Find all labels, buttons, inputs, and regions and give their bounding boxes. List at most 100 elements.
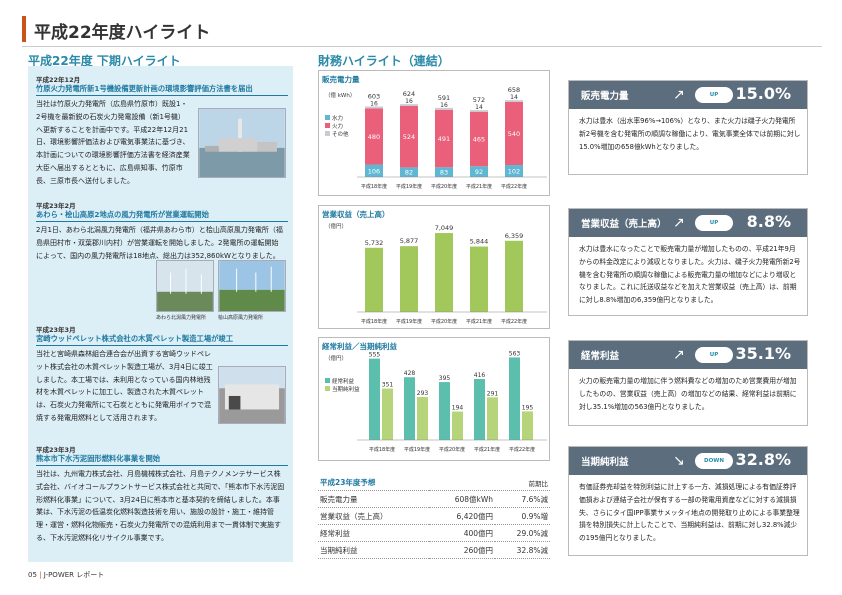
data-label: 416: [474, 372, 486, 379]
data-label: 5,877: [400, 237, 419, 245]
highlight-percent: 8.8%: [746, 212, 791, 231]
footer-separator: |: [39, 571, 42, 579]
data-label: 491: [438, 135, 450, 143]
data-label: 465: [473, 135, 485, 143]
data-label: 16: [440, 102, 448, 109]
page-number: 05: [28, 571, 37, 579]
data-label: 195: [522, 404, 534, 411]
chart-electricity-sales: 販売電力量 （億 kWh） 106 480 16 603 平成18年度 82 524 16 62…: [318, 70, 550, 196]
legend-swatch: [325, 115, 330, 120]
forecast-label: 営業収益（売上高）: [318, 507, 430, 525]
data-label: 293: [417, 390, 429, 397]
highlight-percent: 32.8%: [735, 450, 791, 469]
bar-segment: [435, 109, 453, 168]
forecast-change: 32.8%減: [495, 541, 550, 559]
chart-unit: （億 kWh）: [325, 93, 356, 99]
legend-label: 経常利益: [332, 377, 355, 385]
legend-swatch: [325, 123, 330, 128]
news-body: 当社と宮崎県森林組合連合会が出資する宮崎ウッドペレット株式会社の木質ペレット製造…: [36, 350, 213, 422]
legend-label: 当期純利益: [332, 385, 360, 393]
data-label: 82: [405, 169, 413, 177]
title-divider: [22, 46, 822, 47]
highlight-label: 営業収益（売上高）: [581, 219, 667, 230]
news-item: 平成23年3月 熊本市下水汚泥固形燃料化事業を開始 当社は、九州電力株式会社、月…: [36, 444, 288, 545]
data-label: 14: [510, 94, 518, 101]
x-tick-label: 平成18年度: [369, 446, 395, 453]
data-label: 14: [475, 104, 483, 111]
forecast-label: 経常利益: [318, 524, 430, 542]
x-tick-label: 平成22年度: [509, 446, 535, 453]
arrow-down-icon: ↘: [673, 453, 685, 469]
x-tick-label: 平成20年度: [431, 183, 457, 190]
pellet-factory-photo: [218, 366, 286, 424]
bar: [369, 358, 380, 440]
legend-swatch: [325, 131, 330, 136]
highlight-body: 水力は豊水（出水率96%→106%）となり、また火力は磯子火力発電所新2号機を含…: [579, 117, 801, 151]
bar-segment: [435, 167, 453, 177]
bar: [452, 411, 463, 440]
data-label: 106: [368, 167, 380, 175]
data-label: 16: [370, 100, 378, 107]
total-label: 658: [508, 86, 520, 94]
bar: [382, 388, 393, 440]
forecast-row: 経常利益 400億円 29.0%減: [318, 524, 550, 542]
chart-unit: （億円）: [325, 224, 348, 230]
news-item: 平成22年12月 竹原火力発電所新1号機設備更新計画の環境影響評価方法書を届出 …: [36, 74, 288, 188]
forecast-change: 7.6%減: [495, 490, 550, 508]
bar: [522, 411, 533, 440]
forecast-value: 260億円: [429, 541, 496, 559]
data-label: 5,844: [470, 238, 489, 246]
page-footer: 05 | J-POWER レポート: [28, 570, 104, 580]
data-label: 92: [475, 168, 483, 176]
bar: [505, 240, 523, 312]
highlight-percent: 15.0%: [735, 84, 791, 103]
bar: [439, 382, 450, 440]
chart-canvas: 555 351 平成18年度 428 293 平成19年度 395 194 平成20年度 416 2…: [325, 350, 547, 453]
news-headline: 熊本市下水汚泥固形燃料化事業を開始: [36, 454, 288, 466]
total-label: 624: [403, 90, 415, 98]
highlight-electricity-sales: 販売電力量 ↗ UP 15.0% 水力は豊水（出水率96%→106%）となり、ま…: [568, 80, 808, 175]
finance-heading: 財務ハイライト（連結）: [318, 54, 450, 68]
news-date: 平成22年12月: [36, 76, 81, 84]
data-label: 395: [439, 375, 451, 382]
bar-segment: [505, 165, 523, 177]
legend-label: 火力: [332, 122, 343, 130]
bar-segment: [400, 167, 418, 177]
data-label: 555: [369, 352, 381, 359]
wind-farm-photo-hiyama: [218, 260, 286, 312]
bar: [470, 246, 488, 312]
arrow-up-icon: ↗: [673, 215, 685, 231]
page-title: 平成22年度ハイライト: [34, 23, 211, 43]
forecast-value: 6,420億円: [429, 507, 496, 525]
data-label: 480: [368, 133, 380, 141]
highlight-label: 当期純利益: [581, 457, 629, 468]
highlight-ordinary-income: 経常利益 ↗ UP 35.1% 火力の販売電力量の増加に伴う燃料費などの増加のた…: [568, 340, 808, 426]
bar-segment: [365, 108, 383, 165]
arrow-up-icon: ↗: [673, 347, 685, 363]
chart-title: 営業収益（売上高）: [322, 210, 390, 219]
news-date: 平成23年3月: [36, 446, 76, 454]
x-tick-label: 平成21年度: [474, 446, 500, 453]
highlight-revenue: 営業収益（売上高） ↗ UP 8.8% 水力は豊水になったことで販売電力量が増加…: [568, 208, 808, 316]
photo-caption: 桧山高原風力発電所: [218, 315, 264, 321]
bar-segment: [505, 100, 523, 102]
news-body: 2月1日、あわら北潟風力発電所（福井県あわら市）と桧山高原風力発電所（福島県田村…: [36, 226, 283, 260]
forecast-change: 0.9%増: [495, 507, 550, 525]
lower-half-heading: 平成22年度 下期ハイライト: [28, 54, 181, 68]
chart-revenue: 営業収益（売上高） （億円） 5,732 平成18年度 5,877 平成19年度 7,0…: [318, 205, 550, 329]
bar: [365, 247, 383, 312]
news-headline: 竹原火力発電所新1号機設備更新計画の環境影響評価方法書を届出: [36, 84, 288, 96]
forecast-row: 営業収益（売上高） 6,420億円 0.9%増: [318, 507, 550, 525]
x-tick-label: 平成22年度: [501, 318, 527, 325]
forecast-value: 400億円: [429, 524, 496, 542]
data-label: 563: [509, 350, 521, 357]
data-label: 6,359: [505, 232, 524, 240]
data-label: 291: [487, 390, 499, 397]
bar-segment: [470, 166, 488, 177]
forecast-row: 販売電力量 608億kWh 7.6%減: [318, 490, 550, 508]
publication-name: J-POWER レポート: [43, 571, 105, 579]
bar-segment: [400, 106, 418, 168]
bar-segment: [505, 101, 523, 166]
data-label: 524: [403, 133, 415, 141]
chart-profit: 経常利益／当期純利益 （億円） 555 351 平成18年度 428 293 平成19年度…: [318, 337, 550, 461]
